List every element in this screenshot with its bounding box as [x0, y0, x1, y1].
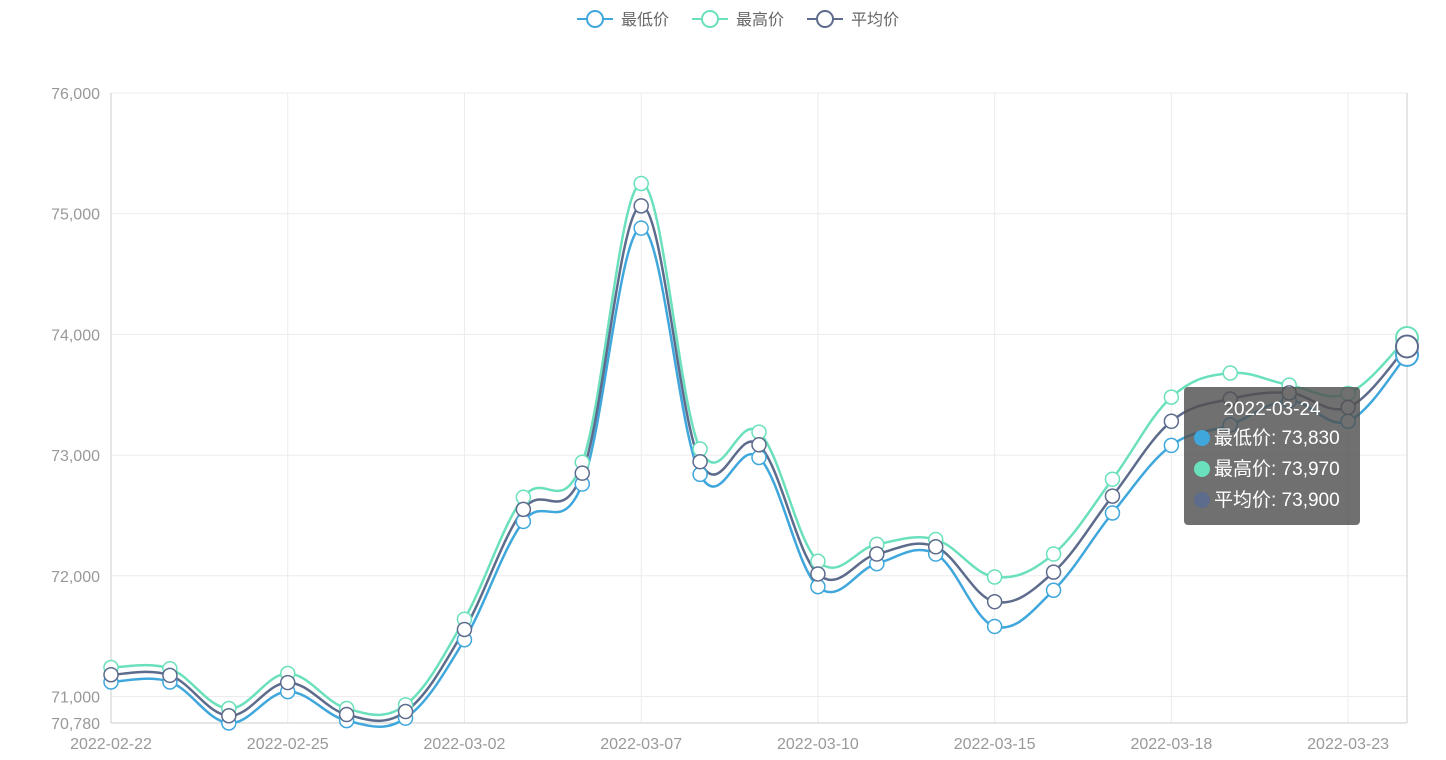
data-point-max[interactable] [751, 424, 767, 440]
tooltip-title: 2022-03-24 [1223, 399, 1321, 420]
data-point-min[interactable] [692, 466, 708, 483]
tooltip-dot-min [1194, 430, 1210, 446]
y-tick-label: 74,000 [51, 327, 100, 344]
data-point-avg[interactable] [927, 539, 944, 555]
data-point-avg[interactable] [103, 666, 119, 683]
data-point-min[interactable] [986, 618, 1003, 635]
tooltip-dot-max [1194, 461, 1210, 477]
data-point-max[interactable] [633, 175, 649, 192]
data-point-avg[interactable] [279, 674, 296, 691]
data-point-avg[interactable] [1163, 413, 1180, 430]
data-point-avg[interactable] [221, 708, 237, 724]
data-point-avg[interactable] [162, 667, 178, 684]
y-tick-label: 71,000 [51, 689, 100, 706]
tooltip: 2022-03-24 最低价: 73,830 最高价: 73,970 平均价: … [1184, 387, 1360, 525]
data-point-min[interactable] [751, 449, 767, 466]
legend-label: 最高价 [736, 11, 784, 29]
x-tick-label: 2022-02-25 [247, 736, 329, 753]
data-point-max[interactable] [810, 553, 826, 570]
axes: 70,780 71,000 72,000 73,000 74,000 75,000 76,0… [51, 86, 1408, 753]
legend-circle-icon [586, 10, 604, 28]
legend-item-avg[interactable]: 平均价 [807, 10, 899, 29]
data-point-max[interactable] [692, 441, 708, 457]
data-point-avg[interactable] [456, 621, 473, 638]
data-point-min[interactable] [1045, 582, 1062, 598]
legend-item-max[interactable]: 最高价 [692, 10, 784, 29]
data-point-min[interactable] [1104, 505, 1121, 521]
data-point-min[interactable] [810, 578, 826, 595]
y-tick-label: 70,780 [51, 716, 100, 733]
data-point-max[interactable] [1222, 365, 1239, 381]
data-point-min[interactable] [633, 220, 649, 236]
x-tick-label: 2022-03-23 [1307, 736, 1389, 753]
x-tick-label: 2022-03-07 [600, 736, 682, 753]
data-point-max[interactable] [986, 569, 1003, 585]
data-point-avg[interactable] [1045, 564, 1062, 580]
data-point-avg[interactable] [692, 453, 708, 470]
x-tick-label: 2022-02-22 [70, 736, 152, 753]
data-point-max[interactable] [1045, 546, 1062, 562]
x-tick-label: 2022-03-15 [954, 736, 1036, 753]
data-point-avg[interactable] [515, 501, 532, 518]
data-point-avg[interactable] [338, 706, 355, 723]
data-point-avg[interactable] [810, 566, 826, 582]
tooltip-label-avg: 平均价: 73,900 [1214, 490, 1340, 511]
data-point-avg[interactable] [869, 546, 885, 562]
y-tick-label: 75,000 [51, 207, 100, 224]
tooltip-row-avg: 平均价: 73,900 [1194, 485, 1350, 516]
legend-circle-icon [816, 10, 834, 28]
data-point-max[interactable] [1163, 389, 1180, 405]
tooltip-label-max: 最高价: 73,970 [1214, 459, 1340, 480]
data-point-avg[interactable] [751, 437, 767, 453]
y-tick-label: 73,000 [51, 448, 100, 465]
data-point-max[interactable] [1104, 471, 1121, 487]
y-tick-label: 76,000 [51, 86, 100, 103]
legend-label: 平均价 [851, 11, 899, 29]
data-point-min[interactable] [1163, 437, 1180, 454]
x-tick-label: 2022-03-10 [777, 736, 859, 753]
data-point-avg[interactable] [397, 703, 414, 720]
legend-circle-icon [701, 10, 719, 28]
data-point-avg[interactable] [574, 465, 591, 481]
legend-label: 最低价 [621, 11, 669, 29]
tooltip-row-max: 最高价: 73,970 [1194, 454, 1350, 485]
tooltip-label-min: 最低价: 73,830 [1214, 428, 1340, 449]
x-tick-label: 2022-03-02 [424, 736, 506, 753]
data-point-avg[interactable] [1395, 334, 1419, 359]
x-tick-label: 2022-03-18 [1130, 736, 1212, 753]
tooltip-dot-avg [1194, 492, 1210, 508]
legend-item-min[interactable]: 最低价 [577, 10, 669, 29]
data-point-avg[interactable] [1104, 488, 1121, 504]
tooltip-row-min: 最低价: 73,830 [1194, 423, 1350, 454]
legend: 最低价 最高价 平均价 [577, 10, 899, 29]
series-line-max [110, 182, 1408, 717]
series-line-avg [110, 204, 1408, 723]
data-point-avg[interactable] [633, 198, 649, 214]
y-tick-label: 72,000 [51, 569, 100, 586]
data-point-avg[interactable] [986, 593, 1003, 610]
